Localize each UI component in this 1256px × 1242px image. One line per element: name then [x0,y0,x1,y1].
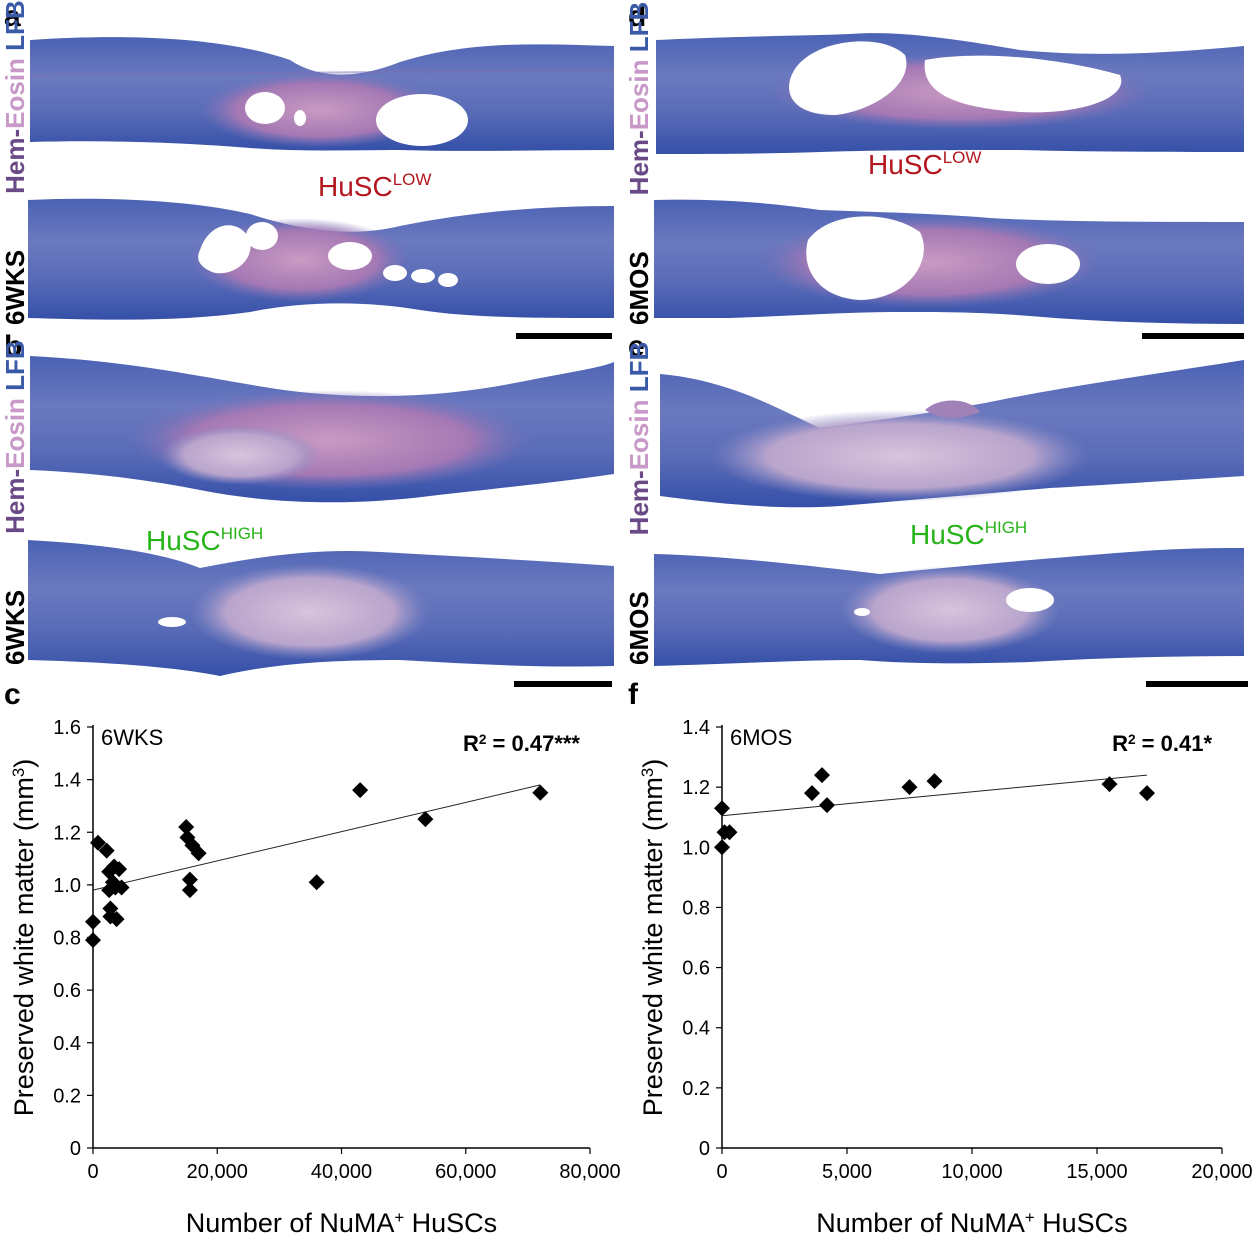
x-tick-label: 80,000 [559,1161,620,1183]
chart-c: 0 0.2 0.4 0.6 0.8 1.0 1.2 1.4 1.6 0 20,000 40,000 60… [9,717,621,1238]
group-name-b: HuSC [146,525,221,556]
y-tick-label: 1.4 [682,717,710,739]
x-tick-label: 20,000 [187,1161,248,1183]
group-label-a: HuSCLOW [318,170,431,203]
group-label-d: HuSCLOW [868,148,981,181]
data-point [111,861,128,878]
panel-letter-b: b [4,330,23,363]
y-tick-label: 1.2 [53,822,81,844]
y-tick-label: 0.2 [53,1085,81,1107]
data-point [804,785,820,802]
y-tick-label: 0.2 [682,1078,710,1100]
data-point [1101,776,1118,793]
y-tick-label: 1.4 [53,770,81,792]
x-axis-label: Number of NuMA+ HuSCs [186,1208,497,1239]
data-point [352,782,369,799]
data-point [819,797,835,814]
scale-bar-a [516,333,612,339]
scale-bar-e [1146,681,1248,687]
y-tick-label: 0.4 [682,1018,710,1040]
histology-sections [28,33,1244,676]
x-axis-label: Number of NuMA+ HuSCs [816,1208,1127,1239]
charts: 0 0.2 0.4 0.6 0.8 1.0 1.2 1.4 1.6 0 20,000 40,000 60… [9,717,1253,1238]
section-d-bottom [654,199,1244,324]
chart-inset-label: 6WKS [101,725,163,750]
panel-letter-c: c [4,678,21,711]
y-tick-label: 0.8 [53,928,81,950]
group-name-e: HuSC [910,519,985,550]
y-tick-label: 1.0 [682,837,710,859]
section-d-top [656,33,1244,154]
x-tick-label: 15,000 [1066,1161,1127,1183]
panel-letter-f: f [628,678,638,711]
group-label-b: HuSCHIGH [146,524,263,557]
x-tick-label: 40,000 [311,1161,372,1183]
data-point [417,811,434,828]
section-e-top [660,360,1244,508]
y-tick-label: 0 [699,1138,710,1160]
section-b-top [30,356,614,503]
panel-letter-d: d [628,0,647,33]
y-tick-label: 0.6 [682,958,710,980]
group-name-a: HuSC [318,171,393,202]
data-point [926,773,943,790]
data-point [178,818,195,835]
x-tick-label: 0 [716,1161,727,1183]
scale-bar-b [514,681,612,687]
x-tick-label: 0 [87,1161,98,1183]
data-point [1139,785,1155,802]
y-tick-label: 0 [70,1138,81,1160]
section-e-bottom [654,548,1244,666]
y-tick-label: 0.8 [682,897,710,919]
group-sup-e: HIGH [984,518,1028,537]
chart-f: 0 0.2 0.4 0.6 0.8 1.0 1.2 1.4 0 5,000 10,000 15,000… [638,717,1253,1238]
y-tick-label: 1.2 [682,777,710,799]
data-point [113,879,130,896]
chart-inset-label: 6MOS [730,725,792,750]
data-point [714,839,730,856]
y-tick-label: 0.6 [53,980,81,1002]
y-tick-label: 1.6 [53,717,81,739]
data-point [721,824,738,841]
section-a-bottom [28,198,614,320]
data-point [190,845,207,862]
x-tick-label: 20,000 [1191,1161,1252,1183]
group-name-d: HuSC [868,149,943,180]
group-sup-b: HIGH [220,524,264,543]
panel-letter-e: e [628,330,645,363]
data-point [89,834,106,851]
scale-bar-d [1142,333,1244,339]
x-tick-label: 60,000 [435,1161,496,1183]
data-point [108,911,125,928]
data-point [181,871,198,888]
x-tick-label: 5,000 [822,1161,872,1183]
data-point [901,779,918,796]
group-label-e: HuSCHIGH [910,518,1027,551]
y-axis-label: Preserved white matter (mm3) [9,759,40,1116]
r-squared-annotation: R2 = 0.41* [1112,731,1212,756]
data-point [85,932,101,949]
data-point [98,842,115,859]
trendline [721,774,1148,817]
panel-letter-a: a [4,0,21,33]
y-tick-label: 0.4 [53,1033,81,1055]
data-point [532,784,549,801]
section-b-bottom [28,540,614,676]
y-axis-label: Preserved white matter (mm3) [638,759,669,1116]
section-a-top [29,37,615,151]
data-point [181,882,198,899]
data-point [714,800,730,817]
x-tick-label: 10,000 [941,1161,1002,1183]
y-tick-label: 1.0 [53,875,81,897]
data-point [308,874,325,891]
group-sup-a: LOW [392,170,432,189]
trendline [92,784,541,891]
group-sup-d: LOW [942,148,982,167]
data-point [814,767,830,784]
data-point [85,913,101,930]
r-squared-annotation: R2 = 0.47*** [463,731,580,756]
